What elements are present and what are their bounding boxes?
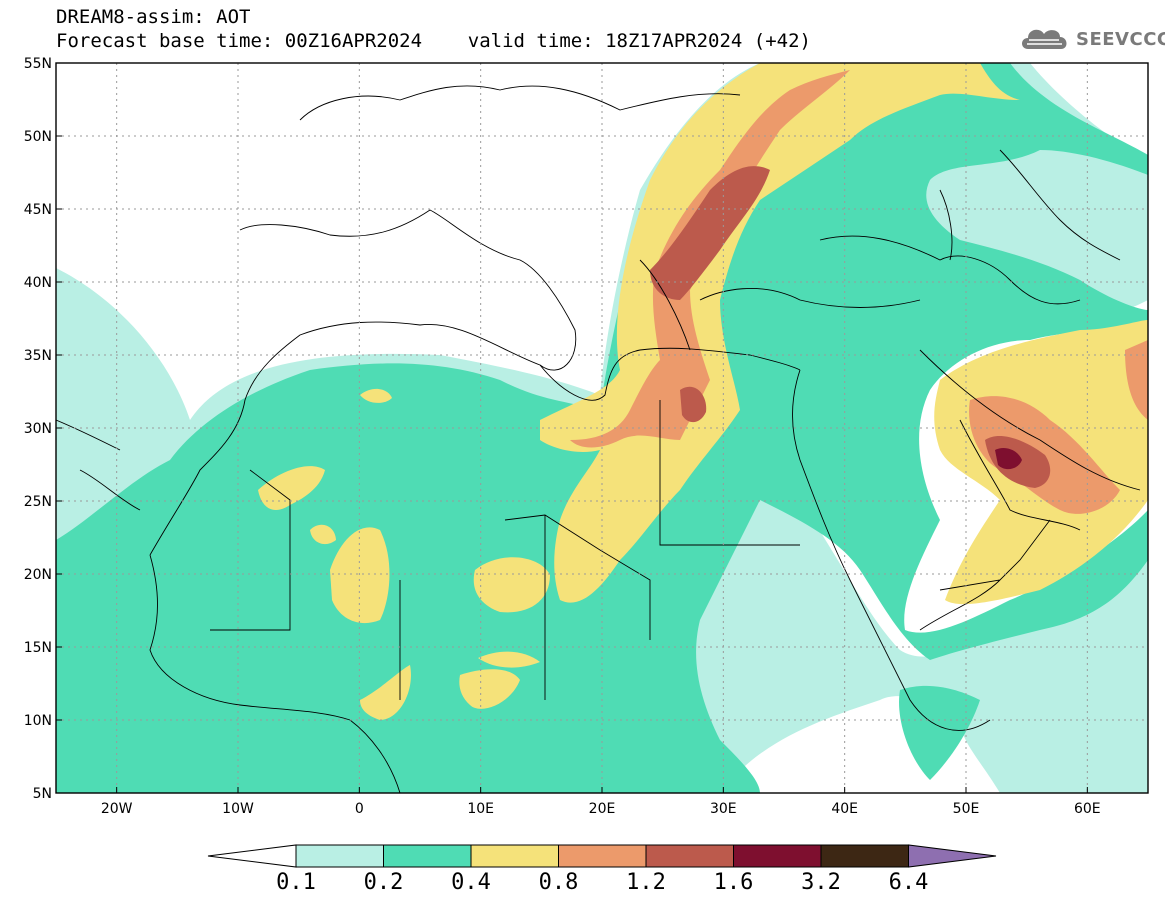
colorbar-swatch xyxy=(733,844,822,868)
chart-title: DREAM8-assim: AOT xyxy=(56,6,251,28)
aot-band-0.4-patch xyxy=(310,524,336,545)
coastlines xyxy=(56,85,1141,793)
lon-tick-label: 30E xyxy=(710,801,737,817)
lat-tick-label: 15N xyxy=(24,640,52,656)
aot-band-1.2-plume2 xyxy=(680,386,707,423)
lat-tick-label: 25N xyxy=(24,494,52,510)
colorbar-label: 3.2 xyxy=(801,870,841,895)
colorbar-swatch xyxy=(383,844,472,868)
lon-tick-label: 60E xyxy=(1074,801,1101,817)
lat-tick-label: 10N xyxy=(24,713,52,729)
latitude-labels: 55N 50N 45N 40N 35N 30N 25N 20N 15N 10N 5N xyxy=(24,56,62,802)
cloud-icon xyxy=(1022,29,1067,49)
colorbar-swatch xyxy=(820,844,909,868)
lat-lon-grid xyxy=(56,63,1148,793)
colorbar-label: 0.2 xyxy=(363,870,404,895)
lon-tick-label: 20E xyxy=(589,801,616,817)
colorbar-under-arrow xyxy=(207,844,297,868)
lon-tick-label: 40E xyxy=(831,801,858,817)
longitude-labels: 20W 10W 0 10E 20E 30E 40E 50E 60E xyxy=(101,787,1101,817)
colorbar-label: 0.4 xyxy=(451,870,491,895)
aot-band-0.4-patch xyxy=(360,665,411,720)
aot-band-1.6-arabia xyxy=(995,448,1022,470)
aot-band-0.4-patch xyxy=(258,466,325,510)
lat-tick-label: 5N xyxy=(33,786,52,802)
aot-band-0.4-patch xyxy=(473,557,550,613)
colorbar-swatch xyxy=(470,844,559,868)
aot-band-0.2-somali xyxy=(899,685,980,780)
lat-tick-label: 45N xyxy=(24,202,52,218)
seevccc-logo: SEEVCCC xyxy=(1018,22,1165,56)
aot-band-0.4-patch xyxy=(459,669,520,709)
colorbar-label: 0.1 xyxy=(276,870,316,895)
aot-band-0.4-patch xyxy=(478,651,540,668)
lon-tick-label: 0 xyxy=(355,801,364,817)
lon-tick-label: 10W xyxy=(222,801,254,817)
colorbar-swatch xyxy=(295,844,384,868)
lat-tick-label: 20N xyxy=(24,567,52,583)
lat-tick-label: 35N xyxy=(24,348,52,364)
lat-tick-label: 30N xyxy=(24,421,52,437)
lon-tick-label: 20W xyxy=(101,801,133,817)
logo-text: SEEVCCC xyxy=(1076,28,1165,50)
lat-tick-label: 40N xyxy=(24,275,52,291)
aot-band-0.8-iran xyxy=(1125,340,1148,420)
lon-tick-label: 50E xyxy=(953,801,980,817)
forecast-time-info: Forecast base time: 00Z16APR2024 valid t… xyxy=(56,30,811,52)
lat-tick-label: 50N xyxy=(24,129,52,145)
colorbar-label: 0.8 xyxy=(538,870,579,895)
colorbar-label: 1.2 xyxy=(626,870,666,895)
colorbar xyxy=(207,844,997,868)
colorbar-over-arrow xyxy=(908,844,997,868)
colorbar-label: 1.6 xyxy=(713,870,754,895)
aot-band-0.4-patch xyxy=(360,388,392,403)
colorbar-swatch xyxy=(558,844,647,868)
aot-band-1.2-plume xyxy=(650,166,770,300)
lon-tick-label: 10E xyxy=(467,801,494,817)
aot-band-0.4-patch xyxy=(330,527,390,624)
colorbar-label: 6.4 xyxy=(888,870,929,895)
colorbar-swatch xyxy=(645,844,734,868)
lat-tick-label: 55N xyxy=(24,56,52,72)
